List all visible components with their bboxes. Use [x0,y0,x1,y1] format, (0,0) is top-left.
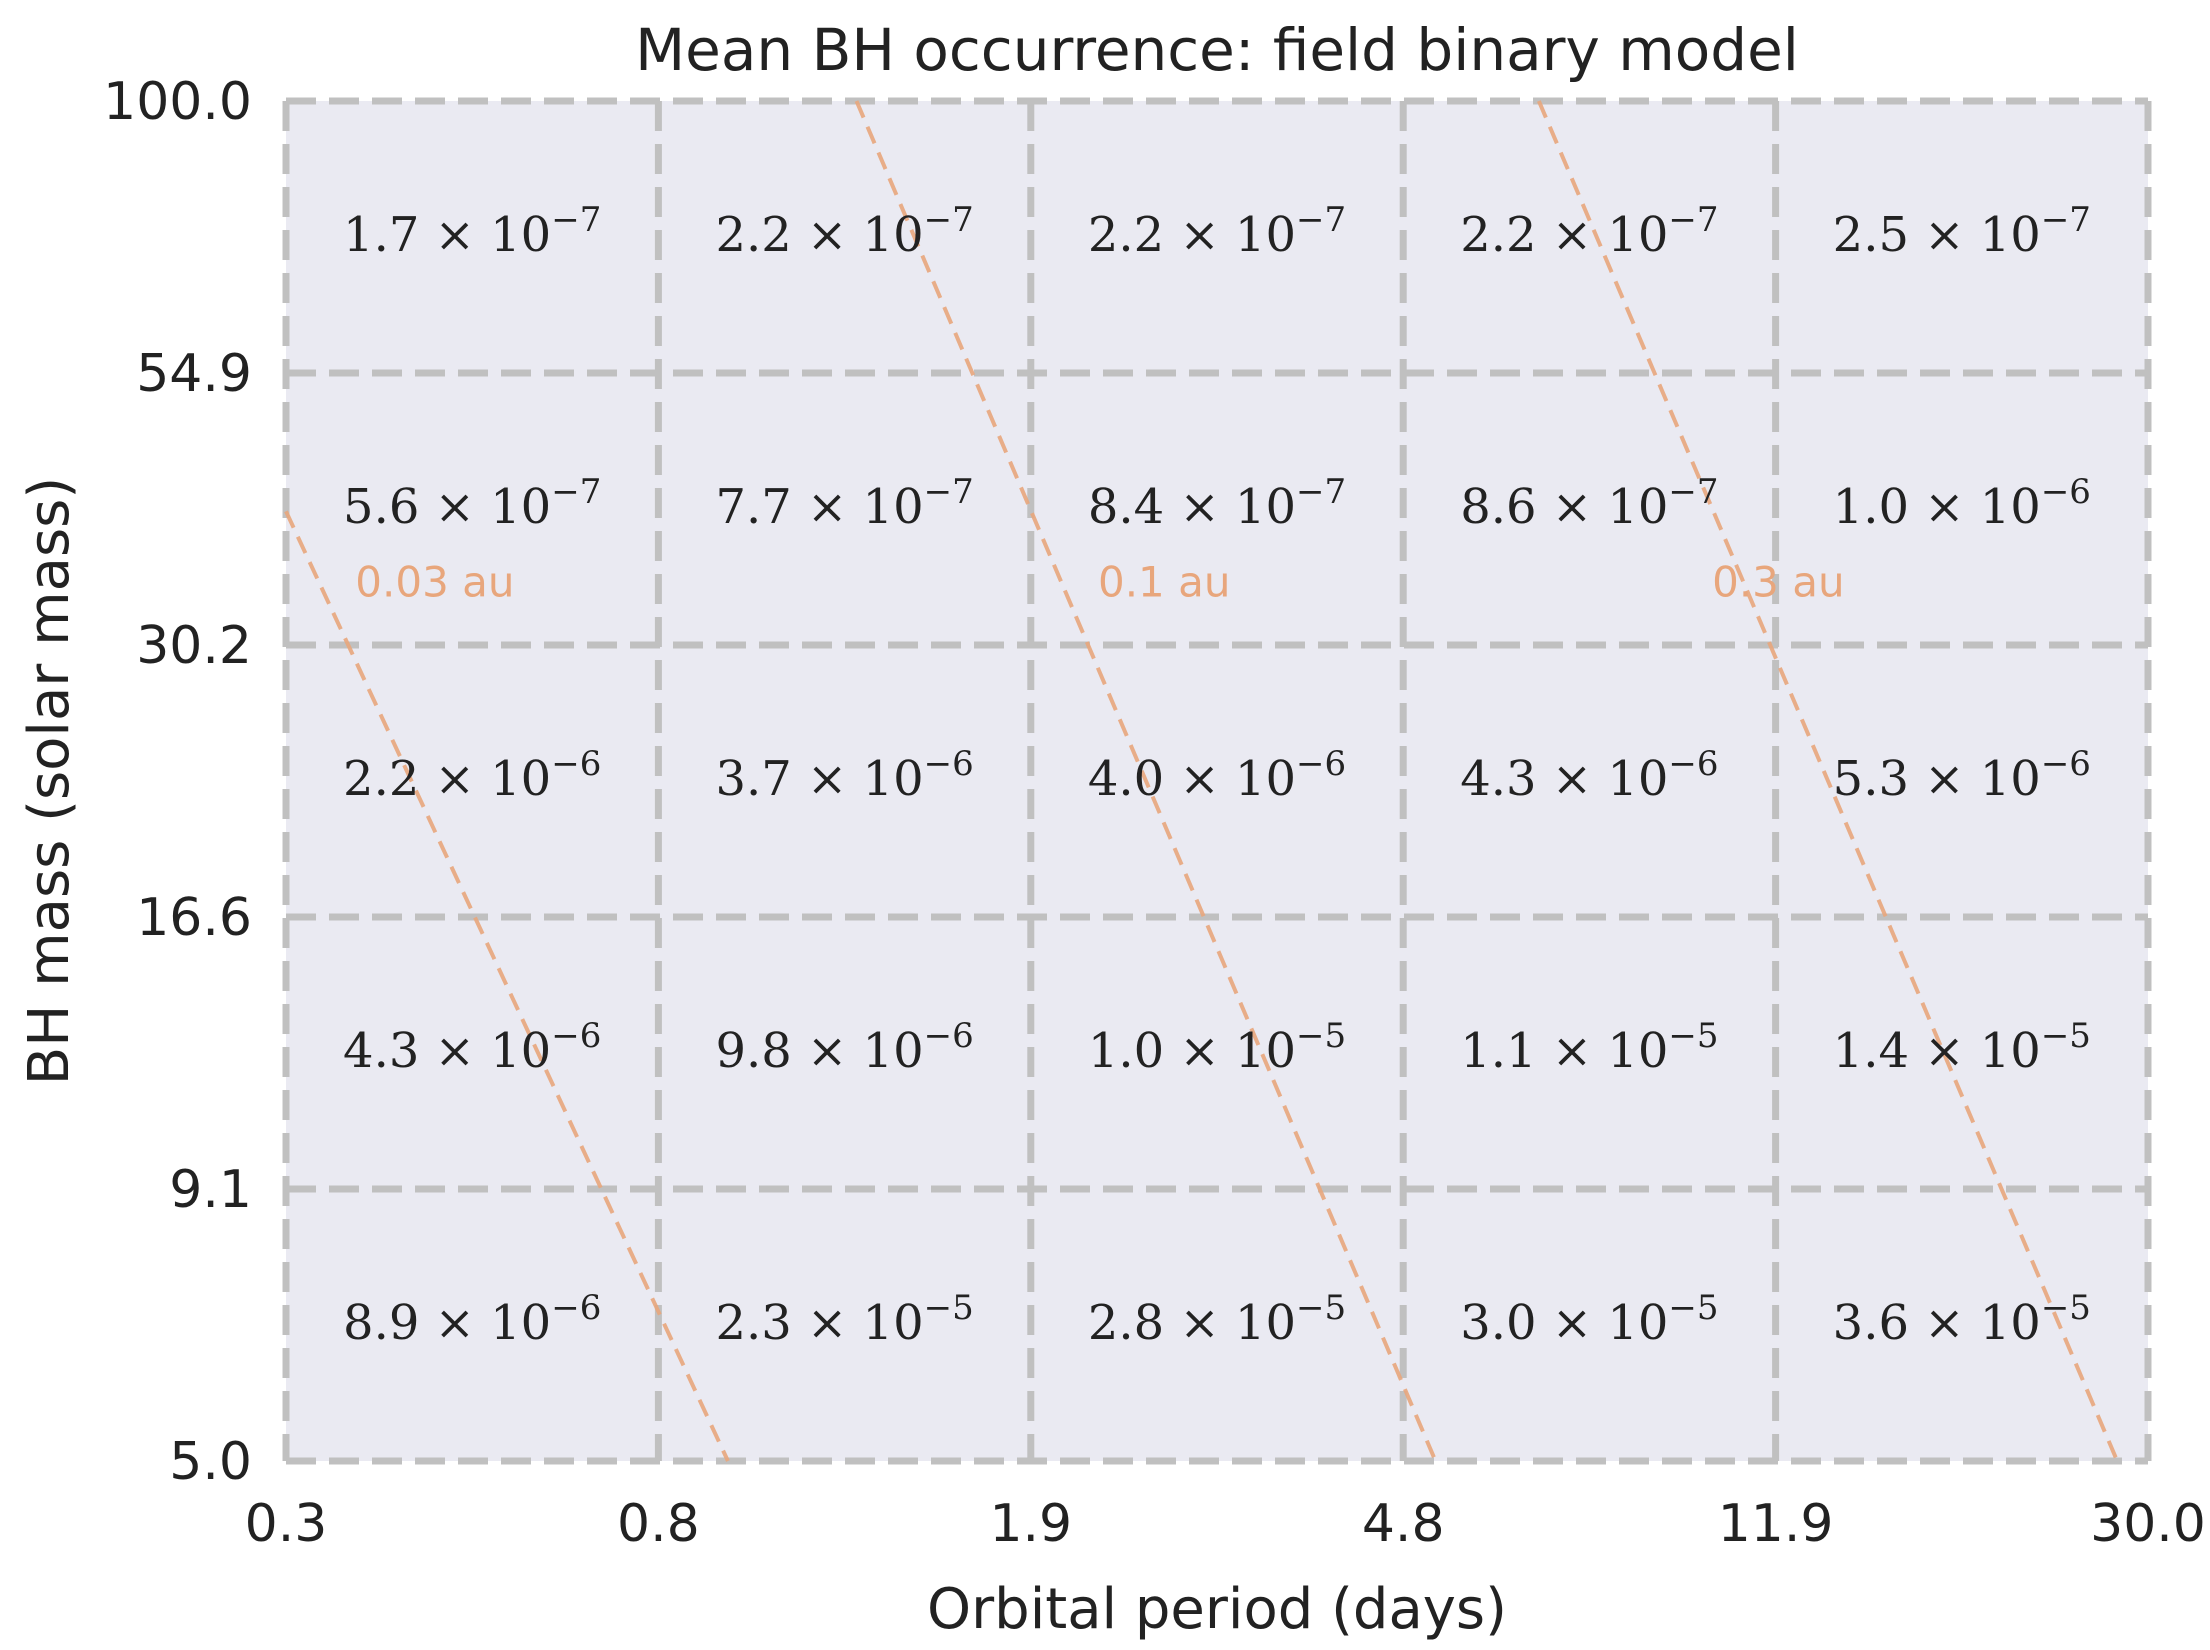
cell-value: 4.3 × 10−6 [1460,744,1718,807]
cell-value: 8.9 × 10−6 [343,1288,601,1351]
x-tick-label: 1.9 [989,1494,1072,1554]
y-tick-label: 5.0 [169,1432,252,1492]
cell-value: 3.0 × 10−5 [1460,1288,1718,1351]
y-tick-label: 54.9 [136,344,252,404]
separation-line [1537,100,2120,1462]
cell-value: 9.8 × 10−6 [715,1016,973,1079]
separation-line-label: 0.03 au [355,557,514,606]
cell-value: 4.0 × 10−6 [1088,744,1346,807]
x-axis-label: Orbital period (days) [927,1577,1507,1642]
cell-value: 2.8 × 10−5 [1088,1288,1346,1351]
axis-ticks: 0.3 0.8 1.9 4.8 11.9 30.0 5.0 9.1 16.6 30.2 54.9 10… [103,72,2206,1554]
x-tick-label: 11.9 [1718,1494,1834,1554]
x-tick-label: 4.8 [1362,1494,1445,1554]
cell-value: 1.4 × 10−5 [1833,1016,2091,1079]
cell-values: 1.7 × 10−7 2.2 × 10−7 2.2 × 10−7 2.2 × 10−7… [343,200,2091,1351]
cell-value: 3.6 × 10−5 [1833,1288,2091,1351]
grid-lines [282,97,2152,1465]
cell-value: 5.6 × 10−7 [343,472,601,535]
chart-title: Mean BH occurrence: field binary model [635,16,1799,84]
cell-value: 1.0 × 10−5 [1088,1016,1346,1079]
cell-value: 3.7 × 10−6 [715,744,973,807]
x-tick-label: 0.8 [617,1494,700,1554]
separation-line-label: 0.1 au [1098,557,1231,606]
separation-line [854,100,1438,1462]
cell-value: 1.7 × 10−7 [343,200,601,263]
cell-value: 4.3 × 10−6 [343,1016,601,1079]
y-tick-label: 30.2 [136,616,252,676]
y-tick-label: 9.1 [169,1160,252,1220]
cell-value: 2.2 × 10−6 [343,744,601,807]
separation-line-label: 0.3 au [1712,557,1845,606]
cell-value: 2.2 × 10−7 [1460,200,1718,263]
cell-value: 5.3 × 10−6 [1833,744,2091,807]
separation-lines: 0.03 au 0.1 au 0.3 au [284,100,2120,1462]
cell-value: 7.7 × 10−7 [715,472,973,535]
y-tick-label: 100.0 [103,72,252,132]
separation-line [284,510,730,1462]
x-tick-label: 30.0 [2090,1494,2206,1554]
plot-background [286,101,2148,1461]
y-tick-label: 16.6 [136,888,252,948]
cell-value: 2.2 × 10−7 [1088,200,1346,263]
x-tick-label: 0.3 [245,1494,328,1554]
cell-value: 2.5 × 10−7 [1833,200,2091,263]
y-axis-label: BH mass (solar mass) [17,477,82,1085]
cell-value: 1.1 × 10−5 [1460,1016,1718,1079]
cell-value: 1.0 × 10−6 [1833,472,2091,535]
cell-value: 2.3 × 10−5 [715,1288,973,1351]
cell-value: 8.6 × 10−7 [1460,472,1718,535]
cell-value: 8.4 × 10−7 [1088,472,1346,535]
cell-value: 2.2 × 10−7 [715,200,973,263]
